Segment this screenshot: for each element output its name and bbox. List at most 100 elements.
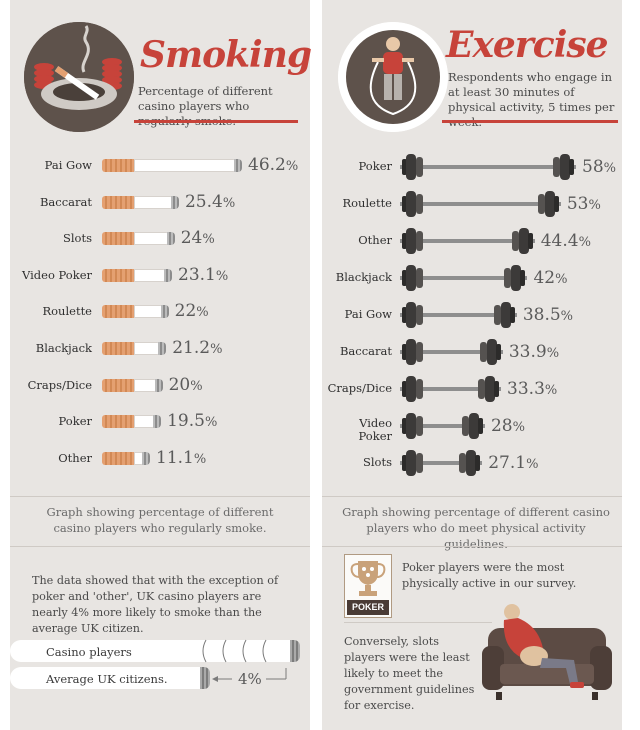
barbell-plate: [459, 453, 467, 473]
barbell-plate: [569, 159, 574, 175]
cigarette-bar: [102, 415, 162, 429]
barbell-plate: [475, 455, 481, 471]
cigarette-paper: [134, 232, 169, 246]
uk-citizens-label: Average UK citizens.: [46, 672, 168, 686]
value-unit: %: [588, 198, 601, 213]
bar-value-label: 46.2%: [248, 155, 298, 175]
barbell-plate: [406, 339, 416, 365]
bar-value-label: 28%: [491, 416, 525, 436]
value-unit: %: [603, 161, 616, 176]
value-number: 58: [582, 157, 604, 177]
poker-trophy-badge: POKER: [344, 554, 392, 618]
barbell-plate: [486, 339, 497, 365]
barbell-plate: [504, 268, 512, 288]
cigarette-ash: [160, 305, 169, 319]
value-number: 23.1: [178, 264, 216, 285]
cigarette-bar: [102, 451, 150, 465]
cigarette-filter: [102, 232, 134, 246]
divider: [10, 496, 310, 497]
barbell-rod: [400, 165, 576, 169]
divider: [322, 546, 622, 547]
barbell-plate: [402, 233, 407, 249]
value-unit: %: [222, 195, 236, 211]
barbell-plate: [402, 159, 407, 175]
barbell-plate: [406, 154, 416, 180]
bar-value-label: 21.2%: [172, 338, 222, 358]
value-number: 28: [490, 416, 513, 436]
cigarette-ash: [170, 195, 179, 209]
value-unit: %: [202, 232, 215, 248]
barbell-plate: [416, 416, 423, 436]
value-number: 38.5: [522, 305, 561, 325]
value-number: 25.4: [184, 191, 223, 212]
value-unit: %: [204, 415, 218, 431]
value-number: 33.9: [508, 342, 547, 362]
barbell-plate: [553, 157, 560, 177]
couch-person-illustration: [482, 604, 612, 700]
bar-value-label: 38.5%: [523, 305, 573, 325]
bar-value-label: 23.1%: [178, 265, 228, 285]
barbell-rod: [400, 313, 517, 317]
cigarette-paper: [134, 378, 157, 392]
bar-value-label: 53%: [567, 194, 601, 214]
bar-category-label: Slots: [362, 455, 392, 469]
cigarette-filter: [102, 268, 134, 282]
barbell-rod: [400, 461, 483, 465]
exercise-icon: [338, 22, 448, 132]
cigarette-bar: [102, 195, 179, 209]
barbell-plate: [553, 196, 559, 212]
bar-value-label: 33.9%: [509, 342, 559, 362]
value-unit: %: [210, 342, 223, 357]
value-unit: %: [544, 383, 558, 398]
barbell-plate: [511, 265, 522, 291]
barbell-plate: [485, 376, 496, 402]
cigarette-filter: [102, 378, 134, 392]
cigarette-paper: [134, 305, 163, 319]
bar-category-label: Craps/Dice: [327, 381, 392, 395]
value-number: 27.1: [488, 453, 527, 473]
bar-value-label: 33.3%: [507, 379, 557, 399]
barbell-plate: [518, 228, 529, 254]
value-unit: %: [555, 272, 568, 287]
barbell-plate: [478, 379, 486, 399]
cigarette-ash: [158, 342, 167, 355]
barbell-plate: [402, 418, 407, 434]
cigarette-bar: [102, 268, 172, 282]
barbell-bar: [400, 448, 483, 478]
exercise-subtitle: Respondents who engage in at least 30 mi…: [448, 70, 615, 129]
barbell-bar: [400, 300, 517, 330]
value-number: 42: [533, 268, 556, 288]
ash-tip: [200, 667, 210, 689]
poker-badge-label: POKER: [347, 600, 389, 615]
bar-category-label: Video Poker: [358, 416, 392, 443]
barbell-plate: [500, 302, 511, 328]
divider: [10, 546, 310, 547]
value-number: 11.1: [156, 447, 194, 468]
barbell-plate: [493, 305, 501, 325]
bar-value-label: 24%: [181, 228, 215, 248]
barbell-plate: [416, 194, 423, 214]
bar-category-label: Other: [58, 450, 92, 465]
barbell-plate: [402, 307, 407, 323]
barbell-plate: [406, 450, 416, 476]
value-unit: %: [285, 159, 299, 174]
barbell-plate: [520, 270, 526, 286]
bar-value-label: 44.4%: [541, 231, 591, 251]
barbell-rod: [400, 276, 528, 280]
barbell-plate: [416, 157, 423, 177]
barbell-bar: [400, 411, 485, 441]
cigarette-filter: [102, 305, 134, 319]
barbell-plate: [406, 228, 416, 254]
barbell-bar: [400, 374, 502, 404]
barbell-plate: [406, 376, 416, 402]
barbell-bar: [400, 337, 503, 367]
barbell-bar: [400, 189, 561, 219]
barbell-bar: [400, 263, 528, 293]
barbell-bar: [400, 226, 535, 256]
barbell-plate: [406, 265, 416, 291]
smoking-caption: Graph showing percentage of different ca…: [46, 505, 274, 535]
value-number: 24: [180, 228, 203, 249]
barbell-plate: [544, 191, 555, 217]
divider: [344, 622, 492, 623]
